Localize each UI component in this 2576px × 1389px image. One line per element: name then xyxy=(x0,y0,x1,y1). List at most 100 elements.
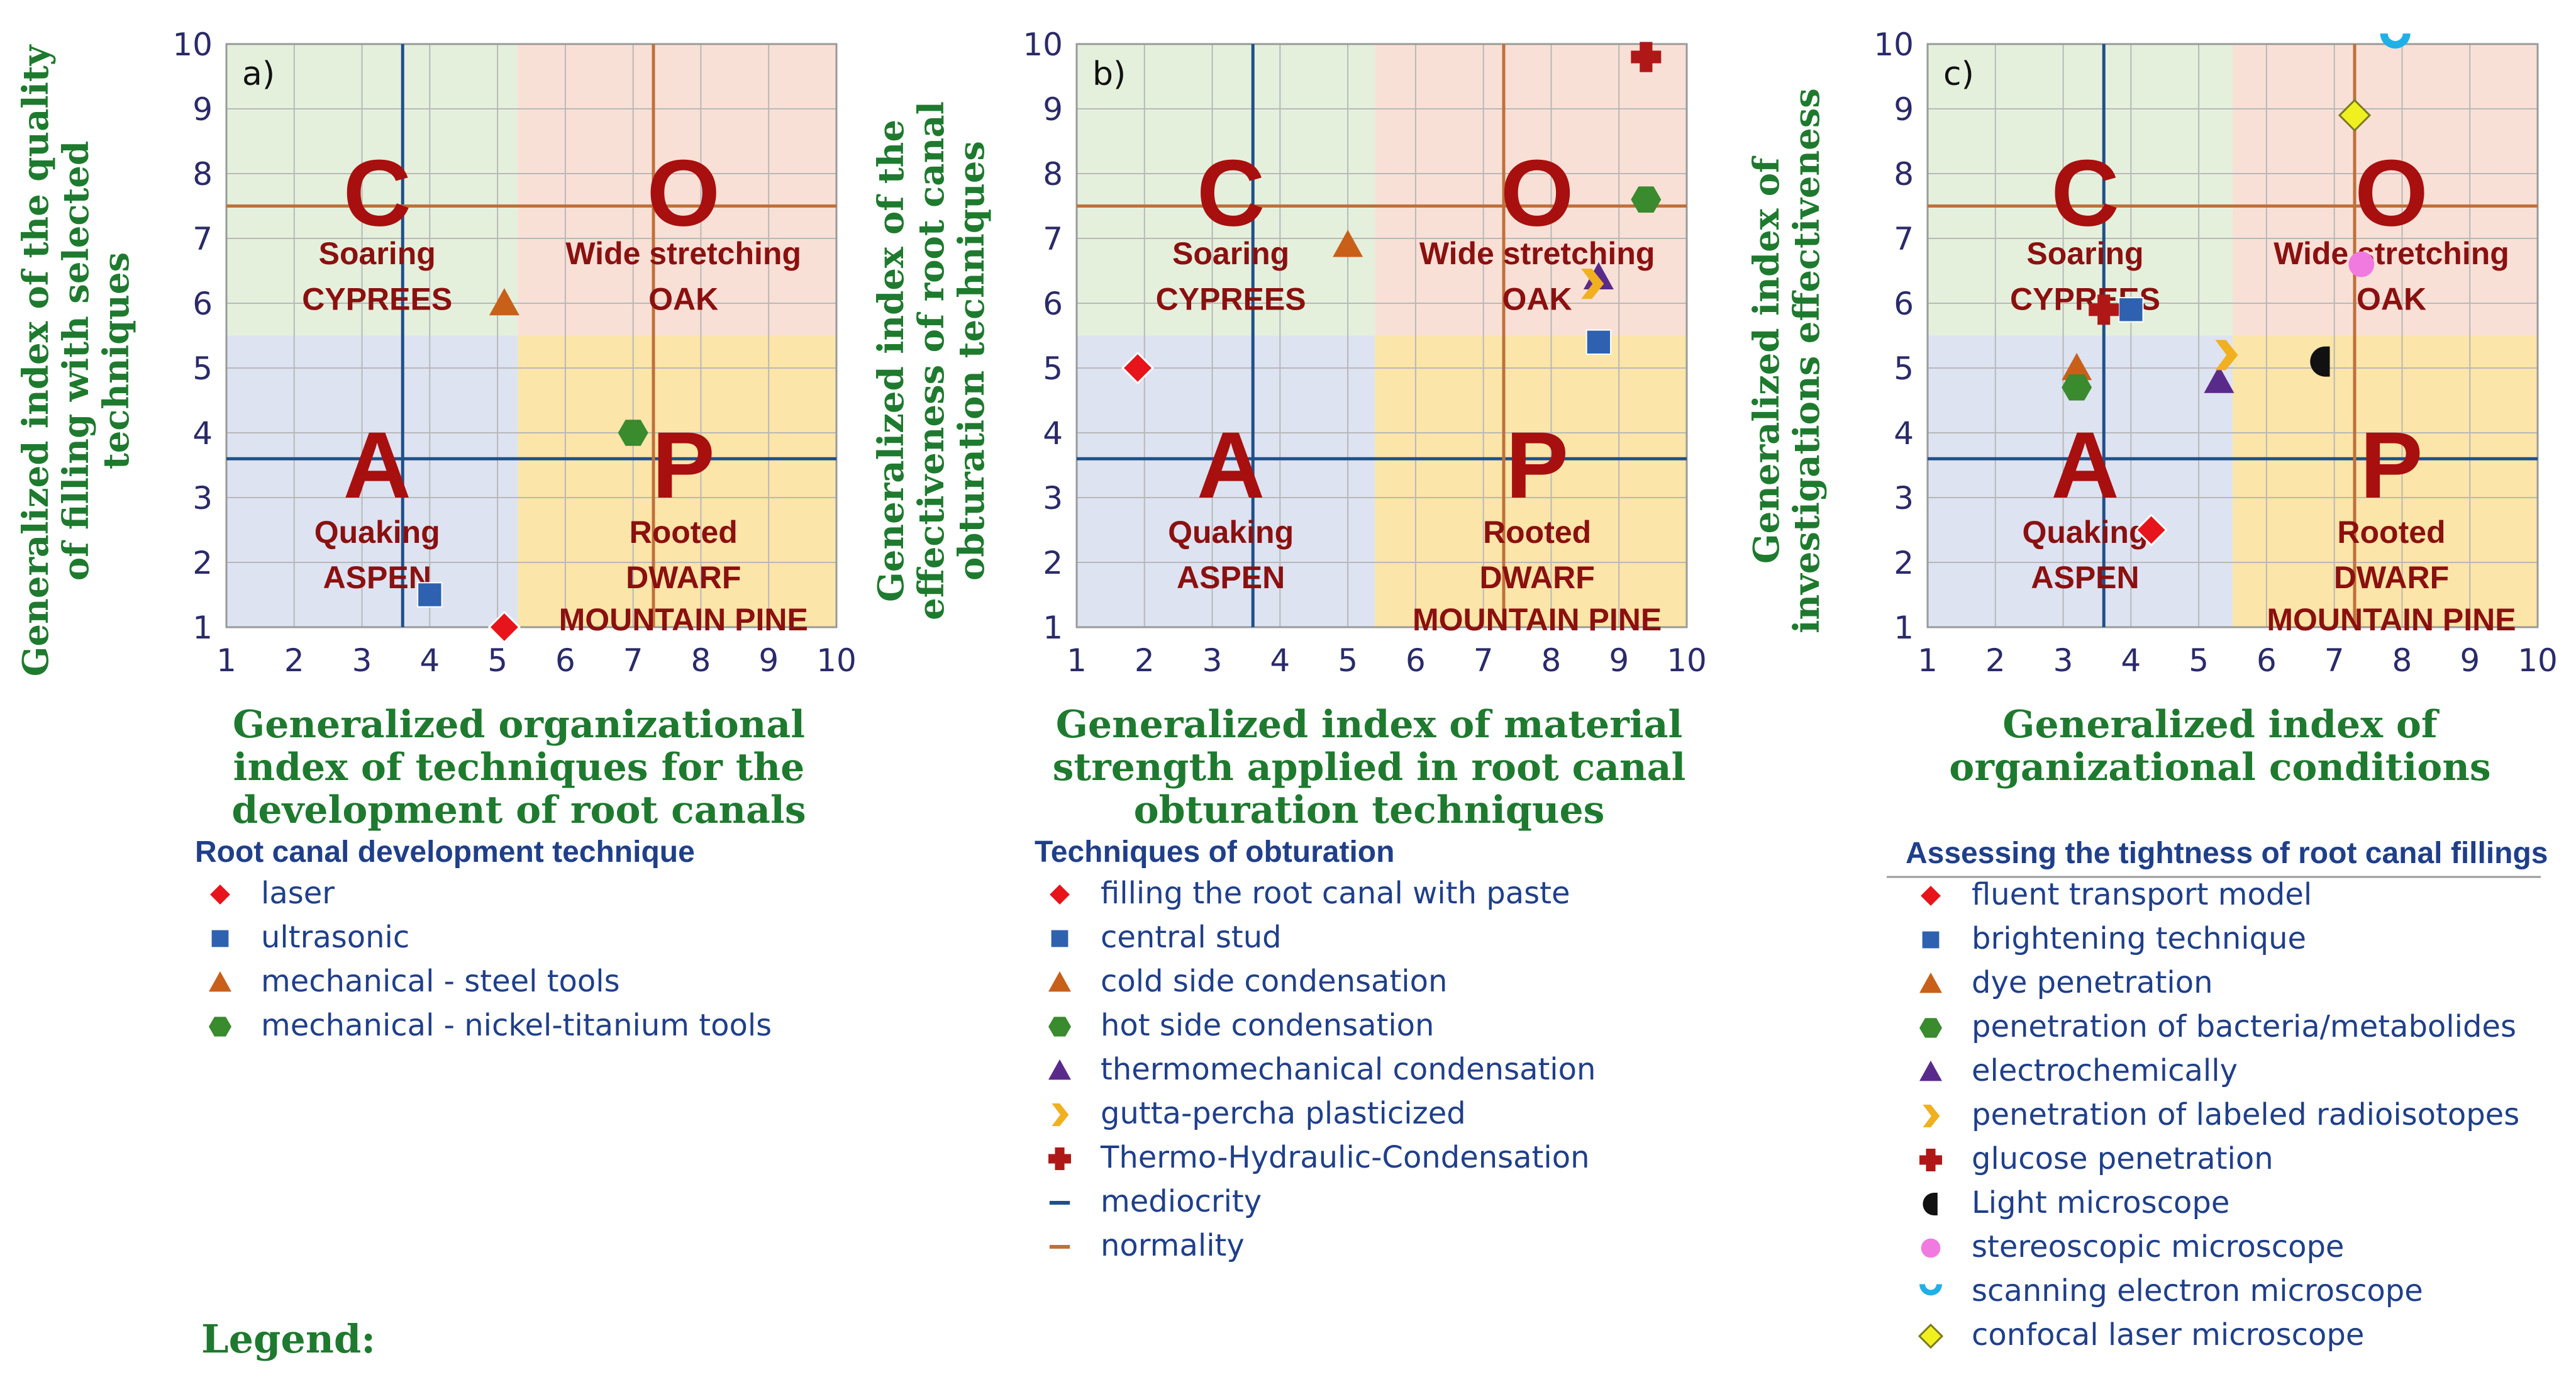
zone-wide-stretching xyxy=(1375,44,1687,336)
legend-item-label: confocal laser microscope xyxy=(1972,1317,2364,1353)
legend-caption: Legend: xyxy=(201,1316,375,1362)
legend: Assessing the tightness of root canal fi… xyxy=(1887,837,2548,1353)
y-tick-label: 9 xyxy=(192,91,213,128)
quadrant-label-oak: OAK xyxy=(1502,281,1572,316)
x-tick-label: 7 xyxy=(2324,642,2345,679)
y-tick-label: 4 xyxy=(192,415,213,452)
data-point xyxy=(1631,186,1662,213)
x-tick-label: 5 xyxy=(487,642,508,679)
legend-title: Root canal development technique xyxy=(195,835,695,869)
quadrant-letter-o: O xyxy=(647,140,720,245)
quadrant-label-oak: OAK xyxy=(648,281,718,316)
x-tick-label: 8 xyxy=(1541,642,1562,679)
legend-marker xyxy=(1918,883,1944,909)
quadrant-label-dwarf: DWARF xyxy=(626,560,741,595)
y-tick-label: 8 xyxy=(192,156,213,192)
legend-item-label: glucose penetration xyxy=(1972,1141,2273,1176)
quadrant-letter-c: C xyxy=(1197,140,1265,245)
y-tick-label: 8 xyxy=(1894,156,1914,192)
y-tick-label: 1 xyxy=(1043,610,1063,646)
quadrant-letter-o: O xyxy=(2355,140,2428,245)
x-axis-label-line: obturation techniques xyxy=(1134,788,1605,832)
y-tick-label: 4 xyxy=(1043,415,1063,452)
y-axis-label-line: of filling with selected xyxy=(55,141,97,581)
y-tick-label: 5 xyxy=(1043,350,1063,387)
legend-item-label: Light microscope xyxy=(1972,1185,2229,1220)
data-point xyxy=(2062,353,2092,381)
legend-item-label: scanning electron microscope xyxy=(1972,1273,2423,1308)
legend-title: Techniques of obturation xyxy=(1035,835,1394,869)
legend-marker xyxy=(1052,1103,1069,1126)
legend-item-label: hot side condensation xyxy=(1101,1008,1434,1043)
y-axis-label-line: effectiveness of root canal xyxy=(911,101,952,620)
quadrant-label-wide-stretching: Wide stretching xyxy=(565,236,801,271)
x-tick-label: 8 xyxy=(2392,642,2412,679)
legend-item-label: mechanical - nickel-titanium tools xyxy=(261,1008,772,1043)
scatter-panels: a)1 2 3 4 5 6 7 8 9 1012345678910CSoaringCYPREESO… xyxy=(15,26,2558,1353)
legend-marker xyxy=(1921,930,1941,950)
data-point xyxy=(1333,230,1363,257)
legend-item-label: penetration of labeled radioisotopes xyxy=(1972,1097,2519,1132)
legend-item-label: ultrasonic xyxy=(261,920,409,955)
data-point xyxy=(1631,42,1662,72)
quadrant-label-aspen: ASPEN xyxy=(2031,560,2139,595)
data-point xyxy=(618,420,648,446)
legend-marker xyxy=(1050,929,1070,949)
quadrant-label-mountain-pine: MOUNTAIN PINE xyxy=(2267,602,2516,637)
x-axis-label-line: index of techniques for the xyxy=(233,745,805,789)
plot-frame xyxy=(1075,43,1688,628)
legend-marker xyxy=(1919,1284,1942,1296)
quadrant-label-cyprees: CYPREES xyxy=(302,281,452,316)
x-tick-label: 6 xyxy=(555,642,575,679)
legend-item-label: mediocrity xyxy=(1101,1184,1262,1219)
legend-item-label: Thermo-Hydraulic-Condensation xyxy=(1100,1140,1590,1175)
legend-item-label: laser xyxy=(261,876,335,911)
quadrant-label-wide-stretching: Wide stretching xyxy=(1419,236,1655,271)
y-tick-label: 5 xyxy=(192,350,213,387)
quadrant-label-mountain-pine: MOUNTAIN PINE xyxy=(1413,602,1662,637)
x-tick-label: 10 xyxy=(1667,642,1707,679)
legend-item-label: mechanical - steel tools xyxy=(261,964,620,999)
legend-marker xyxy=(1919,1061,1942,1081)
x-tick-label: 6 xyxy=(2257,642,2277,679)
x-tick-label: 9 xyxy=(2460,642,2480,679)
quadrant-label-quaking: Quaking xyxy=(2022,515,2148,550)
quadrant-label-rooted: Rooted xyxy=(2337,515,2445,550)
zone-soaring xyxy=(1928,44,2233,336)
quadrant-label-rooted: Rooted xyxy=(1483,515,1591,550)
legend-marker xyxy=(1918,1323,1944,1349)
x-tick-label: 10 xyxy=(2518,642,2558,679)
data-point xyxy=(2338,99,2372,132)
data-point xyxy=(1585,329,1612,355)
legend: Techniques of obturation filling the root… xyxy=(1035,835,1596,1263)
data-point xyxy=(487,610,521,644)
data-point xyxy=(489,288,519,316)
x-axis-label-line: Generalized index of material xyxy=(1056,703,1683,747)
y-tick-label: 6 xyxy=(1043,286,1063,322)
quadrant-letter-p: P xyxy=(1506,412,1568,518)
x-tick-label: 7 xyxy=(1474,642,1494,679)
x-tick-label: 7 xyxy=(623,642,643,679)
x-axis-label-line: Generalized organizational xyxy=(233,703,805,747)
data-point xyxy=(2380,33,2411,49)
data-point xyxy=(2215,340,2238,371)
legend-marker xyxy=(1919,1149,1942,1171)
x-tick-label: 4 xyxy=(1270,642,1290,679)
data-point xyxy=(2310,346,2330,377)
x-axis-label-line: organizational conditions xyxy=(1949,745,2490,789)
zone-rooted xyxy=(1375,335,1687,627)
quadrant-label-aspen: ASPEN xyxy=(1177,560,1285,595)
legend-marker xyxy=(1048,1059,1071,1080)
x-axis-label-line: Generalized index of xyxy=(2002,703,2440,747)
quadrant-label-soaring: Soaring xyxy=(319,236,436,271)
quadrant-letter-a: A xyxy=(1197,412,1265,518)
x-tick-label: 3 xyxy=(1202,642,1223,679)
x-tick-label: 9 xyxy=(1609,642,1629,679)
panel-3: c)1 2 3 4 5 6 7 8 9 1012345678910CSoaringCYPREESO… xyxy=(1746,26,2558,1353)
data-point xyxy=(2062,374,2092,401)
zone-wide-stretching xyxy=(2233,44,2538,336)
